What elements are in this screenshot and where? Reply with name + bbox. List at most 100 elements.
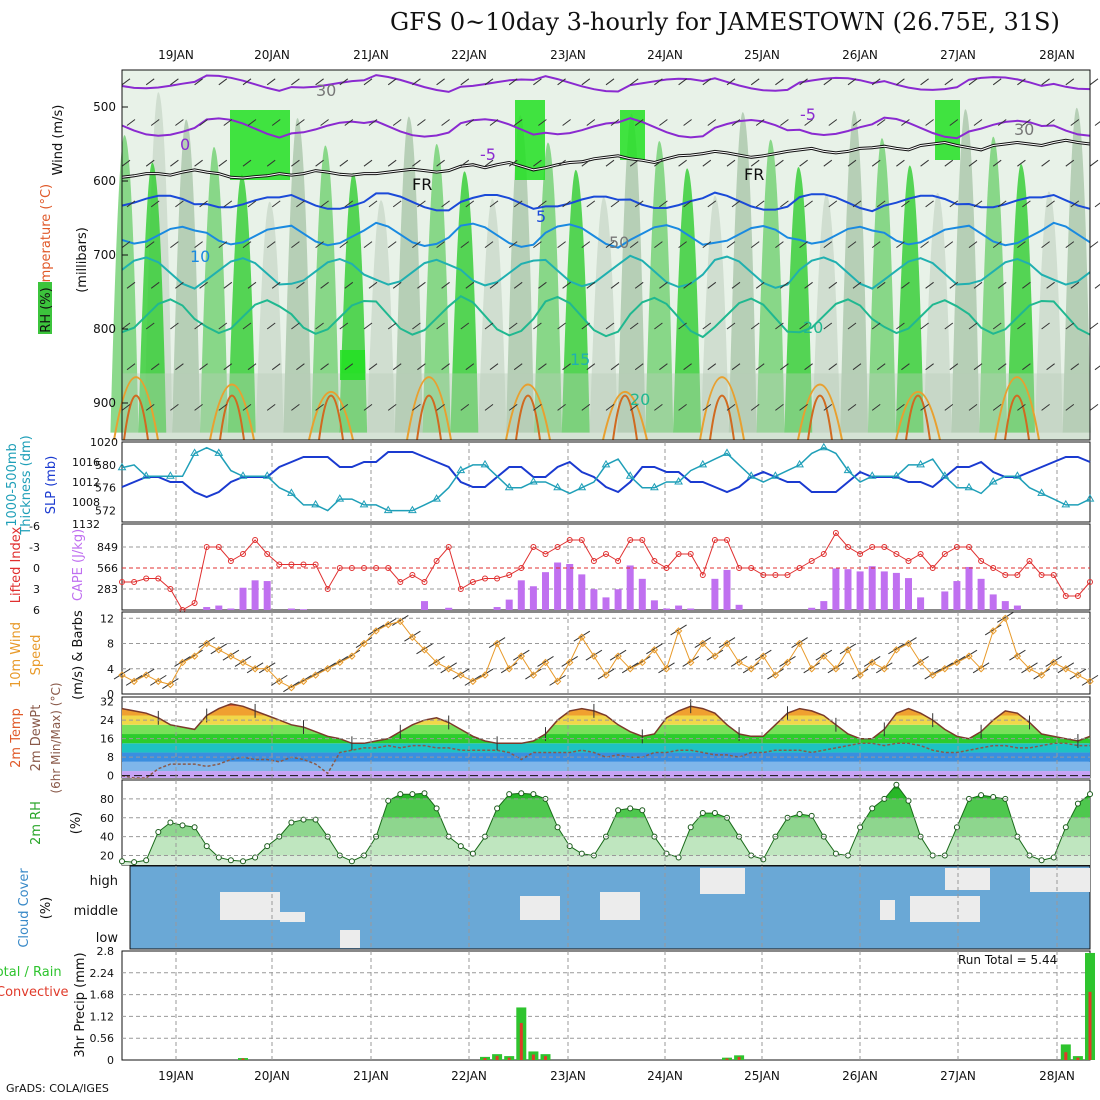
wind-barb: [1046, 119, 1055, 126]
wind-barb: [901, 363, 910, 371]
wind-barb: [949, 119, 959, 126]
wind-barb: [828, 363, 838, 371]
wind-barb: [170, 241, 179, 249]
thickness-marker: [722, 448, 732, 456]
cape-bar: [723, 569, 731, 610]
temp-contour-5: [121, 191, 1091, 213]
thickness-marker: [504, 482, 514, 491]
date-label-bottom: 27JAN: [940, 1069, 976, 1083]
wind-barb: [1094, 365, 1100, 371]
li-marker: [966, 544, 972, 550]
wind-barb: [412, 78, 421, 86]
wind10-marker: [384, 620, 392, 629]
cape-bar: [905, 578, 912, 610]
wind-barb: [363, 78, 373, 86]
li-marker: [711, 537, 718, 543]
rh-shading: [1034, 191, 1063, 433]
wind-barb: [847, 78, 857, 86]
wind10-barb: [513, 649, 530, 661]
wind-barb: [344, 119, 354, 126]
rh-shading: [700, 195, 729, 433]
wind10-marker: [699, 639, 707, 648]
wind-barb: [1046, 281, 1055, 289]
temp2m-axis-label-3: (6hr Min/Max) (°C): [49, 682, 63, 793]
wind-barb: [441, 200, 450, 208]
wind10-tick: 0: [107, 688, 114, 701]
cloud-block: [520, 896, 560, 920]
wind-barb: [901, 200, 910, 208]
rh-shading: [951, 109, 980, 433]
cape-tick: 566: [97, 562, 118, 575]
wind-barb: [441, 119, 450, 126]
wind-barb: [266, 78, 276, 86]
wind-barb: [876, 281, 886, 289]
wind-barb: [1065, 241, 1075, 249]
rh-shading: [979, 136, 1008, 433]
wind-barb: [315, 403, 324, 411]
li-marker: [385, 565, 392, 571]
thickness-marker: [1085, 494, 1095, 502]
li-marker: [445, 544, 452, 550]
wind-barb: [199, 119, 208, 126]
wind10-barb: [271, 674, 288, 686]
rh-shading: [255, 201, 284, 433]
temp-contour-25: [406, 376, 452, 441]
wind10-marker: [178, 658, 187, 667]
wind10-barb: [609, 649, 627, 661]
wind-barb: [417, 363, 426, 371]
thickness-marker: [335, 494, 345, 502]
temp-contour-30: [612, 394, 638, 441]
cape-bar: [626, 565, 634, 610]
cape-bar: [287, 608, 295, 610]
li-marker: [264, 551, 271, 557]
freezing-level-inner: [121, 139, 1091, 179]
li-marker: [324, 586, 331, 592]
wind10-barb: [876, 662, 893, 674]
date-label-bottom: 23JAN: [550, 1069, 586, 1083]
wind10-marker: [856, 671, 864, 679]
wind-barb: [876, 200, 886, 208]
rh2m-marker: [578, 850, 585, 857]
wind-barb: [242, 78, 252, 86]
wind-barb: [683, 119, 692, 126]
wind-barb: [436, 403, 445, 411]
wind-barb: [363, 241, 373, 249]
rh2m-marker: [240, 858, 246, 865]
thickness-tick: 572: [95, 505, 116, 518]
temp-contour-25: [505, 383, 551, 441]
wind-barb: [702, 78, 712, 86]
wind-barb: [508, 403, 518, 411]
li-marker: [675, 551, 682, 557]
wind-barb: [997, 119, 1007, 126]
precip-tick: 0: [107, 1054, 114, 1067]
wind-barb: [368, 119, 378, 126]
li-marker: [433, 558, 440, 564]
wind-barb: [218, 322, 228, 330]
wind-barb: [271, 363, 281, 371]
li-marker: [953, 544, 960, 550]
wind-barb: [562, 119, 571, 126]
wind-barb: [538, 200, 547, 208]
wind-barb: [992, 241, 1002, 249]
wind-barb: [1041, 78, 1050, 86]
wind-barb: [247, 200, 257, 208]
wind-barb: [605, 159, 615, 167]
rh-shading: [478, 198, 507, 433]
precip-conv-bar: [1064, 1052, 1068, 1060]
wind10-barb: [1057, 662, 1075, 674]
contour-label: 15: [570, 350, 590, 369]
wind-barb: [1017, 403, 1026, 411]
wind-barb: [896, 241, 905, 249]
wind10-barb: [1045, 656, 1062, 667]
cloud-axis-label: Cloud Cover: [17, 868, 32, 948]
wind10-marker: [795, 639, 804, 648]
thickness-marker: [190, 448, 199, 456]
wind10-barb: [742, 662, 760, 674]
cape-bar: [953, 581, 961, 610]
wind-barb: [508, 241, 518, 249]
wind-barb: [707, 281, 717, 289]
wind-barb: [266, 159, 276, 167]
wind-barb: [121, 159, 131, 167]
rh-shading: [311, 145, 340, 433]
